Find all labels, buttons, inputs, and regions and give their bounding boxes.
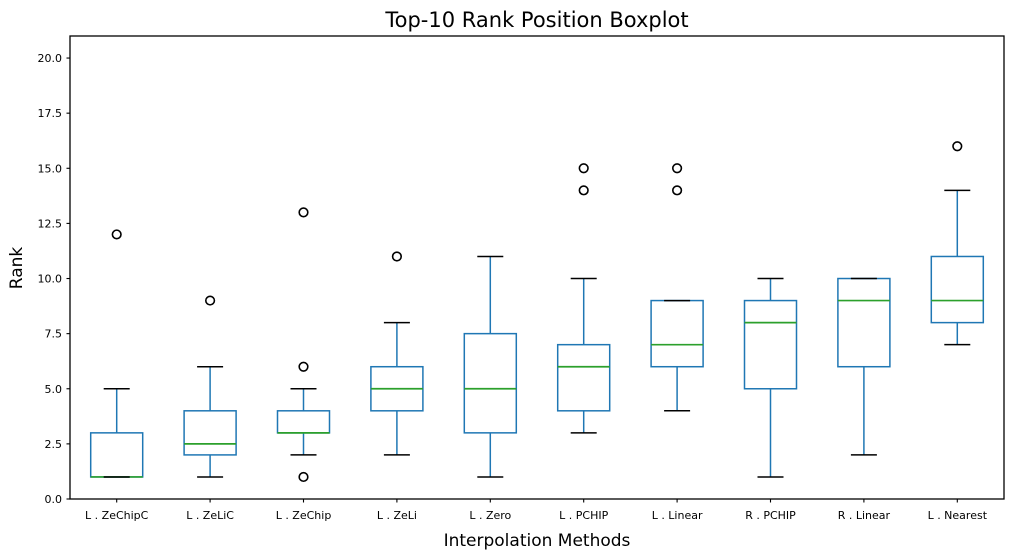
x-tick-label: L . Linear (652, 509, 703, 522)
y-tick-label: 20.0 (38, 52, 63, 65)
x-axis-title: Interpolation Methods (444, 531, 631, 551)
x-tick-label: L . Nearest (928, 509, 988, 522)
x-tick-label: R . PCHIP (745, 509, 796, 522)
box-l-zechip (276, 207, 331, 483)
y-tick-label: 10.0 (38, 273, 63, 286)
iqr-box (556, 343, 611, 412)
x-tick-label: L . ZeLiC (186, 509, 234, 522)
x-axis-ticks: L . ZeChipC L . ZeLiC L . ZeChip L . ZeLi L … (85, 499, 988, 522)
x-tick-label: R . Linear (838, 509, 891, 522)
boxplot-series (89, 141, 985, 483)
x-tick-label: L . Zero (469, 509, 511, 522)
box-l-zeli (370, 251, 424, 456)
iqr-box (837, 277, 891, 368)
outlier-point (111, 229, 122, 240)
box-l-linear (650, 163, 704, 412)
outlier-point (391, 251, 403, 262)
x-tick-label: L . PCHIP (559, 509, 608, 522)
outlier-point (578, 185, 589, 196)
y-tick-label: 5.0 (45, 383, 63, 396)
box-l-nearest (930, 141, 985, 346)
iqr-box (89, 432, 144, 478)
y-axis-ticks: 0.0 2.5 5.0 7.5 10.0 12.5 15.0 17.5 20.0 (38, 52, 70, 506)
y-tick-label: 17.5 (38, 107, 63, 120)
outlier-point (578, 163, 589, 174)
box-l-zechipc (89, 229, 144, 478)
y-tick-label: 2.5 (45, 438, 63, 451)
iqr-box (183, 410, 237, 456)
box-r-linear (837, 277, 891, 456)
outlier-point (298, 361, 309, 372)
box-l-zero (463, 255, 518, 478)
x-tick-label: L . ZeLi (377, 509, 417, 522)
plot-border (69, 35, 1005, 500)
y-axis-title: Rank (7, 247, 27, 290)
outlier-point (671, 163, 683, 174)
box-l-pchip (556, 163, 611, 434)
outlier-point (952, 141, 963, 152)
iqr-box (276, 410, 331, 434)
box-r-pchip (743, 277, 798, 478)
box-l-zelic (183, 295, 237, 478)
iqr-box (930, 255, 985, 324)
outlier-point (298, 471, 309, 483)
iqr-box (463, 332, 518, 434)
y-tick-label: 7.5 (45, 328, 63, 341)
outlier-point (205, 295, 216, 306)
outlier-point (671, 185, 683, 196)
iqr-box (743, 299, 798, 390)
iqr-box (650, 299, 704, 368)
outlier-point (298, 207, 309, 218)
x-tick-label: L . ZeChip (276, 509, 332, 522)
y-tick-label: 15.0 (38, 162, 63, 175)
y-tick-label: 0.0 (45, 493, 63, 506)
x-tick-label: L . ZeChipC (85, 509, 149, 522)
y-tick-label: 12.5 (38, 217, 63, 230)
chart-title: Top-10 Rank Position Boxplot (384, 8, 688, 32)
